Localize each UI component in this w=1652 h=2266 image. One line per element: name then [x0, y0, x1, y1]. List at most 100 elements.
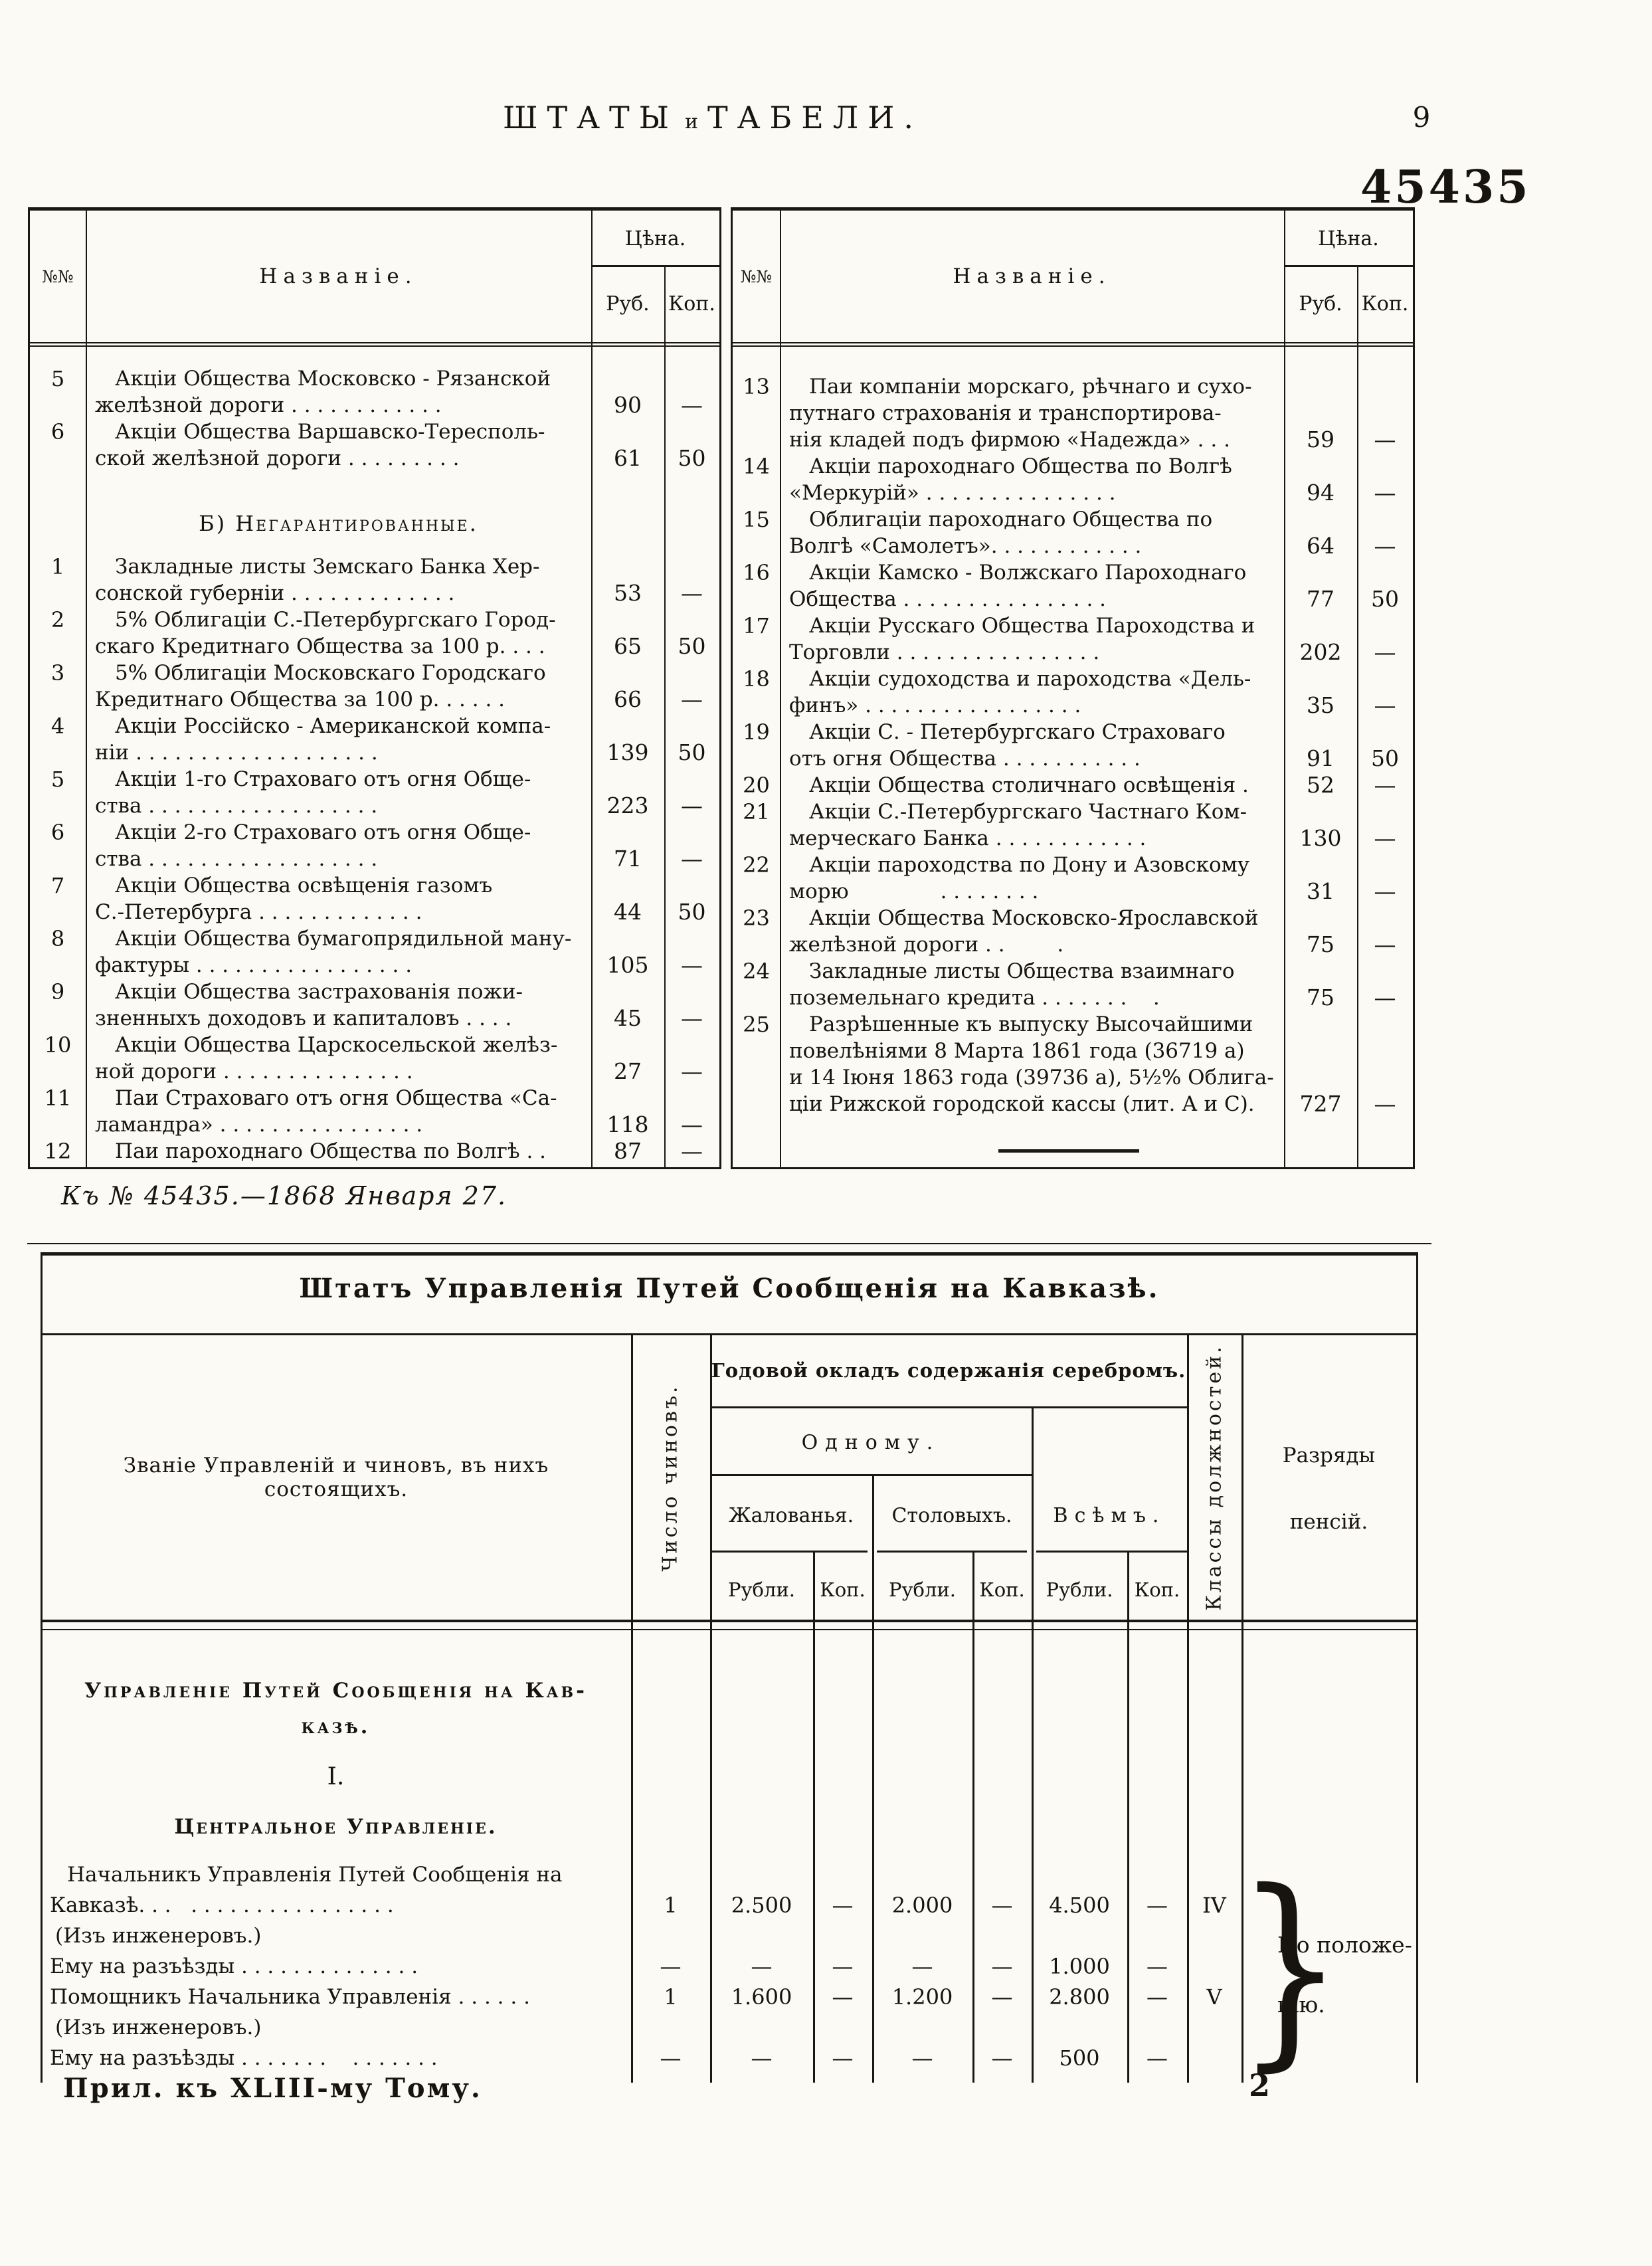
header-kopeks: Коп. — [979, 1578, 1025, 1601]
header-price-col: Цѣна. — [624, 227, 686, 250]
row-line: Акціи Россійско - Американской компа- — [115, 714, 551, 738]
header-rubles: Рубли. — [727, 1578, 795, 1601]
total-rub: 2.800 — [1049, 1984, 1110, 2010]
kop-value: — — [681, 793, 703, 818]
header-name-col: Названіе. — [259, 264, 418, 288]
row-line: Акціи Русскаго Общества Пароходства и — [809, 614, 1255, 638]
header-title-main: ШТАТЫ — [503, 100, 678, 136]
header-rubles: Рубли. — [1046, 1578, 1113, 1601]
rub-value: 94 — [1307, 480, 1334, 506]
header-kop-col: Коп. — [668, 292, 715, 316]
row-title: Паи компаніи морскаго, рѣчнаго и сухо-пу… — [780, 373, 1284, 453]
position-title: Помощникъ Начальника Управленія . . . . … — [50, 1985, 530, 2009]
staff-row-line: (Изъ инженеровъ.) — [41, 2012, 1418, 2043]
row-title: Разрѣшенные къ выпуску Высочайшими повелѣ… — [780, 1011, 1284, 1117]
staff-rows: Начальникъ Управленія Путей Сообщенія на… — [41, 1859, 1418, 2073]
row-number: 8 — [50, 926, 65, 951]
row-line: Акціи С. - Петербургскаго Страховаго — [809, 720, 1226, 744]
row-title: 5% Облигаціи Московскаго Городскаго Креди… — [86, 660, 591, 713]
rub-value: 87 — [614, 1138, 642, 1164]
row-line: скаго Кредитнаго Общества за 100 р. . . … — [95, 634, 545, 658]
row-line: Акціи Общества Варшавско-Тересполь- — [115, 420, 545, 444]
row-number: 5 — [50, 366, 65, 391]
rub-value: 130 — [1299, 825, 1342, 851]
row-number: 9 — [50, 979, 65, 1004]
rub-value: 66 — [614, 686, 642, 712]
column-divider — [872, 1474, 874, 2083]
kop-value: — — [681, 1005, 703, 1031]
rub-value: 27 — [614, 1058, 642, 1084]
row-line: ской желѣзной дороги . . . . . . . . . — [95, 446, 460, 470]
total-kop: — — [1147, 1954, 1168, 1979]
staff-row-line: (Изъ инженеровъ.) — [41, 1921, 1418, 1951]
table-row: 3 5% Облигаціи Московскаго Городскаго Кред… — [30, 660, 719, 713]
wage-rub: 2.500 — [731, 1893, 792, 1918]
rule — [41, 1629, 1418, 1630]
column-divider — [86, 211, 87, 1167]
header-rub-col: Руб. — [1299, 292, 1342, 316]
row-line: «Меркурій» . . . . . . . . . . . . . . . — [789, 481, 1116, 505]
staff-row-line: Ему на разъѣзды . . . . . . . . . . . . … — [41, 1951, 1418, 1982]
position-note: (Изъ инженеровъ.) — [55, 1924, 262, 1948]
header-salary-group: Годовой окладъ содержанія серебромъ. — [711, 1359, 1186, 1382]
row-line: Акціи судоходства и пароходства «Дель- — [809, 667, 1251, 691]
total-kop: — — [1147, 1984, 1168, 2010]
kop-value: — — [681, 686, 703, 712]
header-rub-col: Руб. — [606, 292, 650, 316]
rub-value: 139 — [606, 739, 649, 765]
row-line: ніи . . . . . . . . . . . . . . . . . . … — [95, 741, 378, 765]
table-row: 18 Акціи судоходства и пароходства «Дель-… — [733, 666, 1413, 719]
row-title: Паи Страховаго отъ огня Общества «Са-лам… — [86, 1085, 591, 1138]
row-title: Акціи пароходнаго Общества по Волгѣ «Мерк… — [780, 453, 1284, 506]
table-row: 25 Разрѣшенные къ выпуску Высочайшими пове… — [733, 1011, 1413, 1117]
row-number: 23 — [743, 905, 770, 931]
rub-value: 52 — [1307, 772, 1334, 798]
row-line: 5% Облигаціи С.-Петербургскаго Город- — [115, 608, 556, 632]
rule — [41, 1333, 1418, 1335]
row-number: 13 — [743, 374, 770, 399]
row-line: Акціи Общества застрахованія пожи- — [115, 980, 523, 1004]
table-row: 13 Паи компаніи морскаго, рѣчнаго и сухо-… — [733, 373, 1413, 453]
securities-price-table-left: №№ Названіе. Цѣна. Руб. Коп. 5 Акціи Обще… — [28, 207, 721, 1169]
header-count-col: Число чиновъ. — [658, 1384, 682, 1572]
row-line: Акціи Общества бумагопрядильной ману- — [115, 927, 572, 951]
kop-value: — — [681, 1058, 703, 1084]
row-title: Акціи пароходства по Дону и Азовскому мор… — [780, 852, 1284, 905]
header-price-col: Цѣна. — [1318, 227, 1379, 250]
column-divider — [1187, 1333, 1189, 2083]
header-rank-col: Званіе Управленій и чиновъ, въ нихъ сост… — [123, 1453, 549, 1501]
table-row: 22 Акціи пароходства по Дону и Азовскому м… — [733, 852, 1413, 905]
table-row: 9 Акціи Общества застрахованія пожи-зненн… — [30, 979, 719, 1032]
kop-value: — — [1374, 480, 1396, 506]
section-heading-line: казѣ. — [301, 1715, 371, 1739]
column-divider — [1241, 1333, 1243, 2083]
position-note: (Изъ инженеровъ.) — [55, 2016, 262, 2039]
column-divider — [710, 1333, 712, 2083]
rub-value: 91 — [1307, 745, 1334, 771]
row-title: Акціи С. - Петербургскаго Страховаго отъ … — [780, 719, 1284, 772]
rub-value: 77 — [1307, 586, 1334, 612]
header-kopeks: Коп. — [1134, 1578, 1180, 1601]
header-rule — [591, 265, 719, 267]
section-heading: Управленіе Путей Сообщенія на Кав-казѣ. — [41, 1673, 631, 1745]
column-divider — [41, 1252, 43, 2083]
row-number: 19 — [743, 719, 770, 745]
class-value: IV — [1202, 1893, 1226, 1918]
row-line: Облигаціи пароходнаго Общества по — [809, 508, 1213, 531]
row-line: Паи пароходнаго Общества по Волгѣ . . — [115, 1139, 547, 1163]
row-line: отъ огня Общества . . . . . . . . . . . — [789, 747, 1141, 771]
rule — [1036, 1551, 1187, 1553]
table-row: 16 Акціи Камско - Волжскаго Пароходнаго Об… — [733, 559, 1413, 613]
column-divider — [631, 1333, 633, 2083]
table-row: 14 Акціи пароходнаго Общества по Волгѣ «Ме… — [733, 453, 1413, 506]
row-title: Акціи Общества Варшавско-Тересполь-ской … — [86, 419, 591, 472]
kop-value: — — [1374, 825, 1396, 851]
row-number: 16 — [743, 560, 770, 585]
header-class-col: Классы должностей. — [1202, 1344, 1226, 1611]
count-value: — — [660, 2045, 682, 2071]
total-rub: 1.000 — [1049, 1954, 1110, 1979]
kop-value: — — [1374, 692, 1396, 718]
row-number: 5 — [50, 767, 65, 792]
section-numeral: I. — [327, 1763, 345, 1790]
